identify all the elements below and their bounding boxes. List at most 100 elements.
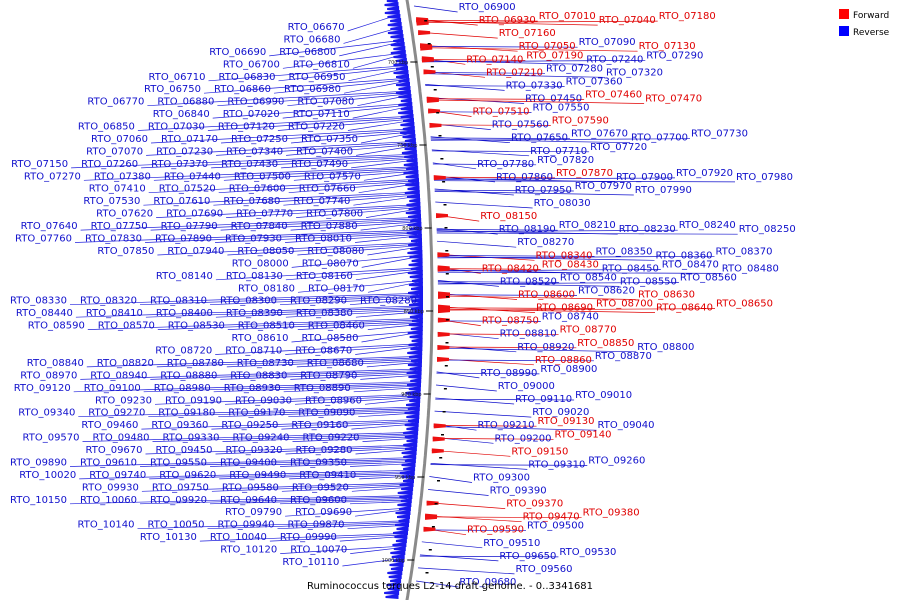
reverse-gene-label: RTO_07090 [579,37,636,48]
connector-line [73,381,417,393]
reverse-feature [399,494,413,499]
reverse-gene-label: RTO_08400 [156,308,213,319]
reverse-feature [407,350,423,355]
connector-line [436,229,678,233]
connector-line [418,567,515,575]
reverse-gene-label: RTO_08730 [237,358,294,369]
reverse-gene-label: RTO_07830 [85,234,142,245]
connector-line [428,111,532,113]
reverse-gene-label: RTO_08390 [226,308,283,319]
connector-line [213,193,416,206]
reverse-gene-label: RTO_09030 [235,395,292,406]
connector-line [436,372,540,375]
reverse-gene-label: RTO_08070 [302,258,359,269]
scale-tick-label: 750 kbp [397,143,417,149]
reverse-gene-label: RTO_06880 [157,97,214,108]
connector-line [360,133,411,144]
reverse-feature [384,10,400,15]
reverse-gene-label: RTO_08300 [220,296,277,307]
reverse-feature [390,42,405,47]
connector-line [220,371,417,380]
connector-line [291,330,418,343]
reverse-gene-label: RTO_09280 [296,445,353,456]
connector-line [433,425,537,427]
reverse-gene-label: RTO_07890 [155,234,212,245]
connector-line [153,168,414,181]
reverse-feature [410,326,423,331]
reverse-feature [411,358,422,363]
forward-gene-label: RTO_07210 [486,67,543,78]
reverse-gene-label: RTO_10140 [78,520,135,531]
feature-mark [445,319,449,321]
reverse-gene-label: RTO_08180 [238,283,295,294]
reverse-feature [395,522,409,527]
reverse-feature [398,78,410,83]
connector-line [353,387,416,393]
connector-line [78,406,415,418]
forward-gene-label: RTO_07050 [519,41,576,52]
reverse-gene-label: RTO_09120 [14,383,71,394]
connector-line [416,21,598,26]
forward-feature [437,344,450,350]
reverse-gene-label: RTO_09000 [498,381,555,392]
reverse-gene-label: RTO_07320 [606,67,663,78]
connector-line [293,171,414,181]
connector-line [416,20,658,24]
connector-line [286,144,412,156]
reverse-gene-label: RTO_08580 [302,333,359,344]
forward-feature [437,356,449,362]
forward-gene-label: RTO_09130 [538,416,595,427]
connector-line [79,469,410,480]
reverse-gene-label: RTO_06900 [459,2,516,13]
reverse-gene-label: RTO_08450 [602,263,659,274]
connector-line [420,47,638,52]
reverse-gene-label: RTO_07860 [496,172,553,183]
reverse-gene-label: RTO_09010 [575,390,632,401]
reverse-feature [384,590,400,595]
reverse-gene-label: RTO_09560 [516,564,573,575]
reverse-gene-label: RTO_07990 [635,185,692,196]
connector-line [437,282,679,285]
reverse-gene-label: RTO_08680 [307,358,364,369]
forward-gene-label: RTO_07040 [599,15,656,26]
forward-gene-label: RTO_08600 [518,290,575,301]
reverse-gene-label: RTO_08970 [20,370,77,381]
reverse-feature [407,194,420,199]
forward-gene-label: RTO_08430 [542,259,599,270]
reverse-gene-label: RTO_08780 [167,358,224,369]
feature-mark [437,480,440,482]
connector-line [437,282,619,287]
reverse-gene-label: RTO_08470 [662,259,719,270]
connector-line [339,536,403,542]
reverse-gene-label: RTO_06770 [87,97,144,108]
connector-line [290,373,417,380]
reverse-gene-label: RTO_09410 [299,470,356,481]
reverse-feature [409,226,422,231]
connector-line [69,292,419,306]
reverse-feature [406,230,422,235]
connector-line [348,68,405,82]
reverse-feature [409,366,422,371]
forward-feature [437,331,450,337]
reverse-feature [401,486,414,491]
reverse-feature [402,134,416,139]
connector-line [350,547,401,554]
scale-tick-label: 800 kbp [402,226,422,232]
connector-line [212,103,409,119]
connector-line [351,487,409,492]
reverse-feature [399,482,414,487]
reverse-feature [390,566,403,571]
connector-line [430,138,631,144]
connector-line [215,308,419,318]
reverse-gene-label: RTO_07260 [81,159,138,170]
reverse-feature [404,410,420,415]
reverse-gene-label: RTO_09320 [226,445,283,456]
reverse-feature [393,38,405,43]
reverse-gene-label: RTO_08250 [739,224,796,235]
reverse-gene-label: RTO_08370 [716,246,773,257]
reverse-gene-label: RTO_10110 [282,557,339,568]
connector-line [437,320,541,322]
reverse-gene-label: RTO_08980 [154,383,211,394]
connector-line [285,269,418,281]
reverse-feature [389,562,404,567]
